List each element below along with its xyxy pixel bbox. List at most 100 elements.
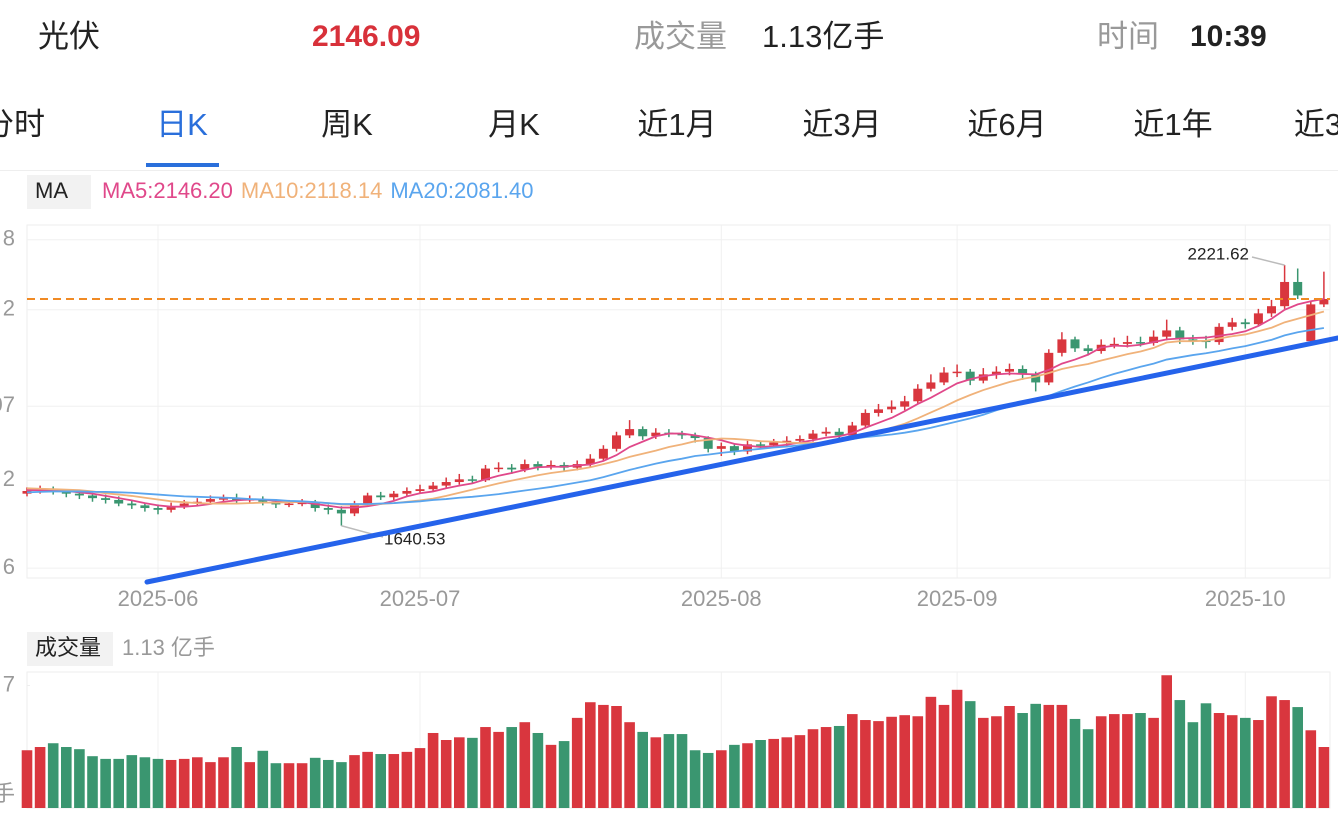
candle-body <box>612 435 621 449</box>
x-tick-label: 2025-06 <box>118 586 199 611</box>
volume-bar <box>847 714 858 808</box>
volume-bar <box>558 741 570 808</box>
y-tick-label: 2 <box>3 466 15 491</box>
volume-bar <box>755 740 766 808</box>
candle-body <box>533 464 543 467</box>
tab[interactable]: 月K <box>488 107 540 142</box>
candle-body <box>363 495 373 504</box>
vol-y-tick-label: 7 <box>3 671 15 696</box>
volume-bar <box>886 716 897 808</box>
x-tick-label: 2025-09 <box>917 586 998 611</box>
volume-bar <box>702 752 714 808</box>
candle-body <box>310 502 320 509</box>
candle-body <box>926 382 936 389</box>
time: 10:39 <box>1190 20 1267 53</box>
candle-body <box>913 388 923 402</box>
x-tick-label: 2025-08 <box>681 586 762 611</box>
volume-bar <box>323 759 334 808</box>
candle-body <box>991 371 1001 375</box>
volume-bar <box>1056 704 1068 808</box>
volume-bar <box>87 756 98 808</box>
candle-body <box>756 444 766 446</box>
volume-bar <box>100 758 111 808</box>
candle-body <box>729 446 739 452</box>
volume-bar <box>21 750 33 808</box>
volume-bar <box>611 706 622 808</box>
y-tick-label: 07 <box>0 392 15 417</box>
candle-body <box>1280 281 1290 307</box>
candle-body <box>703 438 713 449</box>
volume-bar <box>820 727 832 808</box>
volume-bar <box>951 689 963 808</box>
volume-bar <box>270 763 282 808</box>
leader-line <box>1251 256 1285 266</box>
candle-body <box>795 438 805 441</box>
candle-body <box>441 482 451 486</box>
legend-entry: MA20:2081.40 <box>390 178 533 203</box>
candle-body <box>415 489 425 491</box>
tab[interactable]: 周K <box>321 107 373 142</box>
ma-box <box>27 175 91 209</box>
candle-body <box>153 508 163 510</box>
candle-body <box>1319 298 1329 305</box>
volume-bar <box>1095 716 1107 808</box>
volume-bar <box>1082 729 1094 808</box>
candle-body <box>323 508 333 510</box>
volume-bar <box>624 722 635 808</box>
tab[interactable]: 近1年 <box>1133 107 1213 142</box>
volume-bar <box>1148 717 1159 808</box>
vol-y-tick-label: 手 <box>0 781 15 806</box>
volume-bar <box>1266 696 1277 808</box>
volume-bar <box>218 757 229 808</box>
volume-bar <box>781 737 793 808</box>
candle-body <box>808 433 818 439</box>
volume-bar <box>152 758 164 808</box>
candle-body <box>1175 330 1185 340</box>
volume-bar <box>401 751 413 808</box>
candle-body <box>179 503 189 507</box>
volume-bar <box>964 701 976 808</box>
candle-body <box>205 499 215 502</box>
tab[interactable]: 日K <box>156 107 208 142</box>
volume-bar <box>1318 747 1330 808</box>
candle-body <box>467 479 477 481</box>
candle-body <box>1083 348 1093 352</box>
tab[interactable]: 近1月 <box>637 107 717 142</box>
candle-body <box>376 495 386 498</box>
candle-body <box>1057 339 1067 353</box>
candle-body <box>1293 281 1303 296</box>
volume-bar <box>938 704 950 808</box>
volume-bar <box>1017 713 1028 808</box>
candle-body <box>585 458 595 465</box>
candle-body <box>219 498 228 500</box>
candle-body <box>101 498 111 500</box>
volume-bar <box>899 715 910 808</box>
volume-bar <box>833 725 845 808</box>
candle-body <box>1031 374 1041 383</box>
volume-bar <box>388 754 400 808</box>
tab[interactable]: 近3月 <box>802 107 882 142</box>
volume-bar <box>1253 720 1264 808</box>
volume-bar <box>1226 715 1238 808</box>
volume-bar <box>1174 700 1186 808</box>
volume-bar <box>1135 713 1146 808</box>
candle-body <box>1109 343 1119 346</box>
candle-body <box>834 431 844 436</box>
ma-line <box>27 298 1325 509</box>
candle-body <box>494 467 504 470</box>
candle-body <box>874 409 883 413</box>
volume-bar <box>192 757 203 808</box>
tab[interactable]: 近6月 <box>967 107 1047 142</box>
volume-bar <box>139 757 151 808</box>
candle-body <box>402 490 412 494</box>
candle-body <box>336 509 346 514</box>
candle-body <box>1267 306 1276 314</box>
volume-bar <box>807 729 819 808</box>
candle-body <box>769 442 779 446</box>
legend-entry: MA10:2118.14 <box>241 178 382 203</box>
tab[interactable]: 近3 <box>1293 107 1338 142</box>
volume-bar <box>689 750 701 808</box>
tab[interactable]: 分时 <box>0 107 45 142</box>
candle-body <box>625 429 635 436</box>
